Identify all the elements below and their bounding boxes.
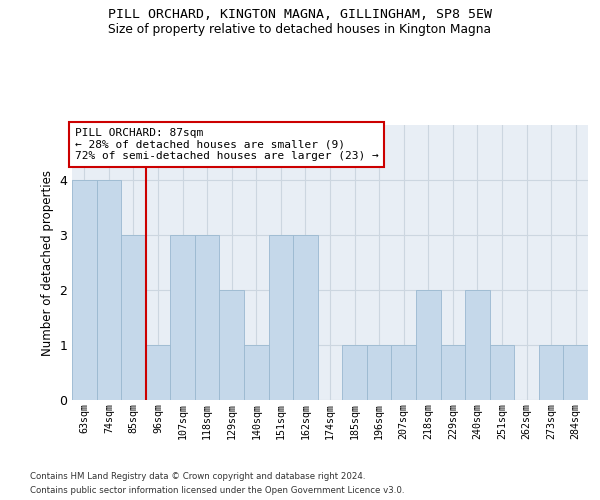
Bar [367, 345, 391, 400]
Bar [391, 345, 416, 400]
Bar [72, 180, 97, 400]
Text: PILL ORCHARD, KINGTON MAGNA, GILLINGHAM, SP8 5EW: PILL ORCHARD, KINGTON MAGNA, GILLINGHAM,… [108, 8, 492, 20]
Bar [342, 345, 367, 400]
Bar [146, 345, 170, 400]
Bar [539, 345, 563, 400]
Text: Contains HM Land Registry data © Crown copyright and database right 2024.: Contains HM Land Registry data © Crown c… [30, 472, 365, 481]
Text: PILL ORCHARD: 87sqm
← 28% of detached houses are smaller (9)
72% of semi-detache: PILL ORCHARD: 87sqm ← 28% of detached ho… [74, 128, 379, 161]
Bar [195, 235, 220, 400]
Bar [269, 235, 293, 400]
Text: Size of property relative to detached houses in Kington Magna: Size of property relative to detached ho… [109, 22, 491, 36]
Bar [490, 345, 514, 400]
Bar [97, 180, 121, 400]
Text: Contains public sector information licensed under the Open Government Licence v3: Contains public sector information licen… [30, 486, 404, 495]
Bar [244, 345, 269, 400]
Bar [293, 235, 318, 400]
Bar [440, 345, 465, 400]
Bar [563, 345, 588, 400]
Y-axis label: Number of detached properties: Number of detached properties [41, 170, 53, 356]
Bar [220, 290, 244, 400]
Bar [170, 235, 195, 400]
Bar [121, 235, 146, 400]
Bar [465, 290, 490, 400]
Bar [416, 290, 440, 400]
